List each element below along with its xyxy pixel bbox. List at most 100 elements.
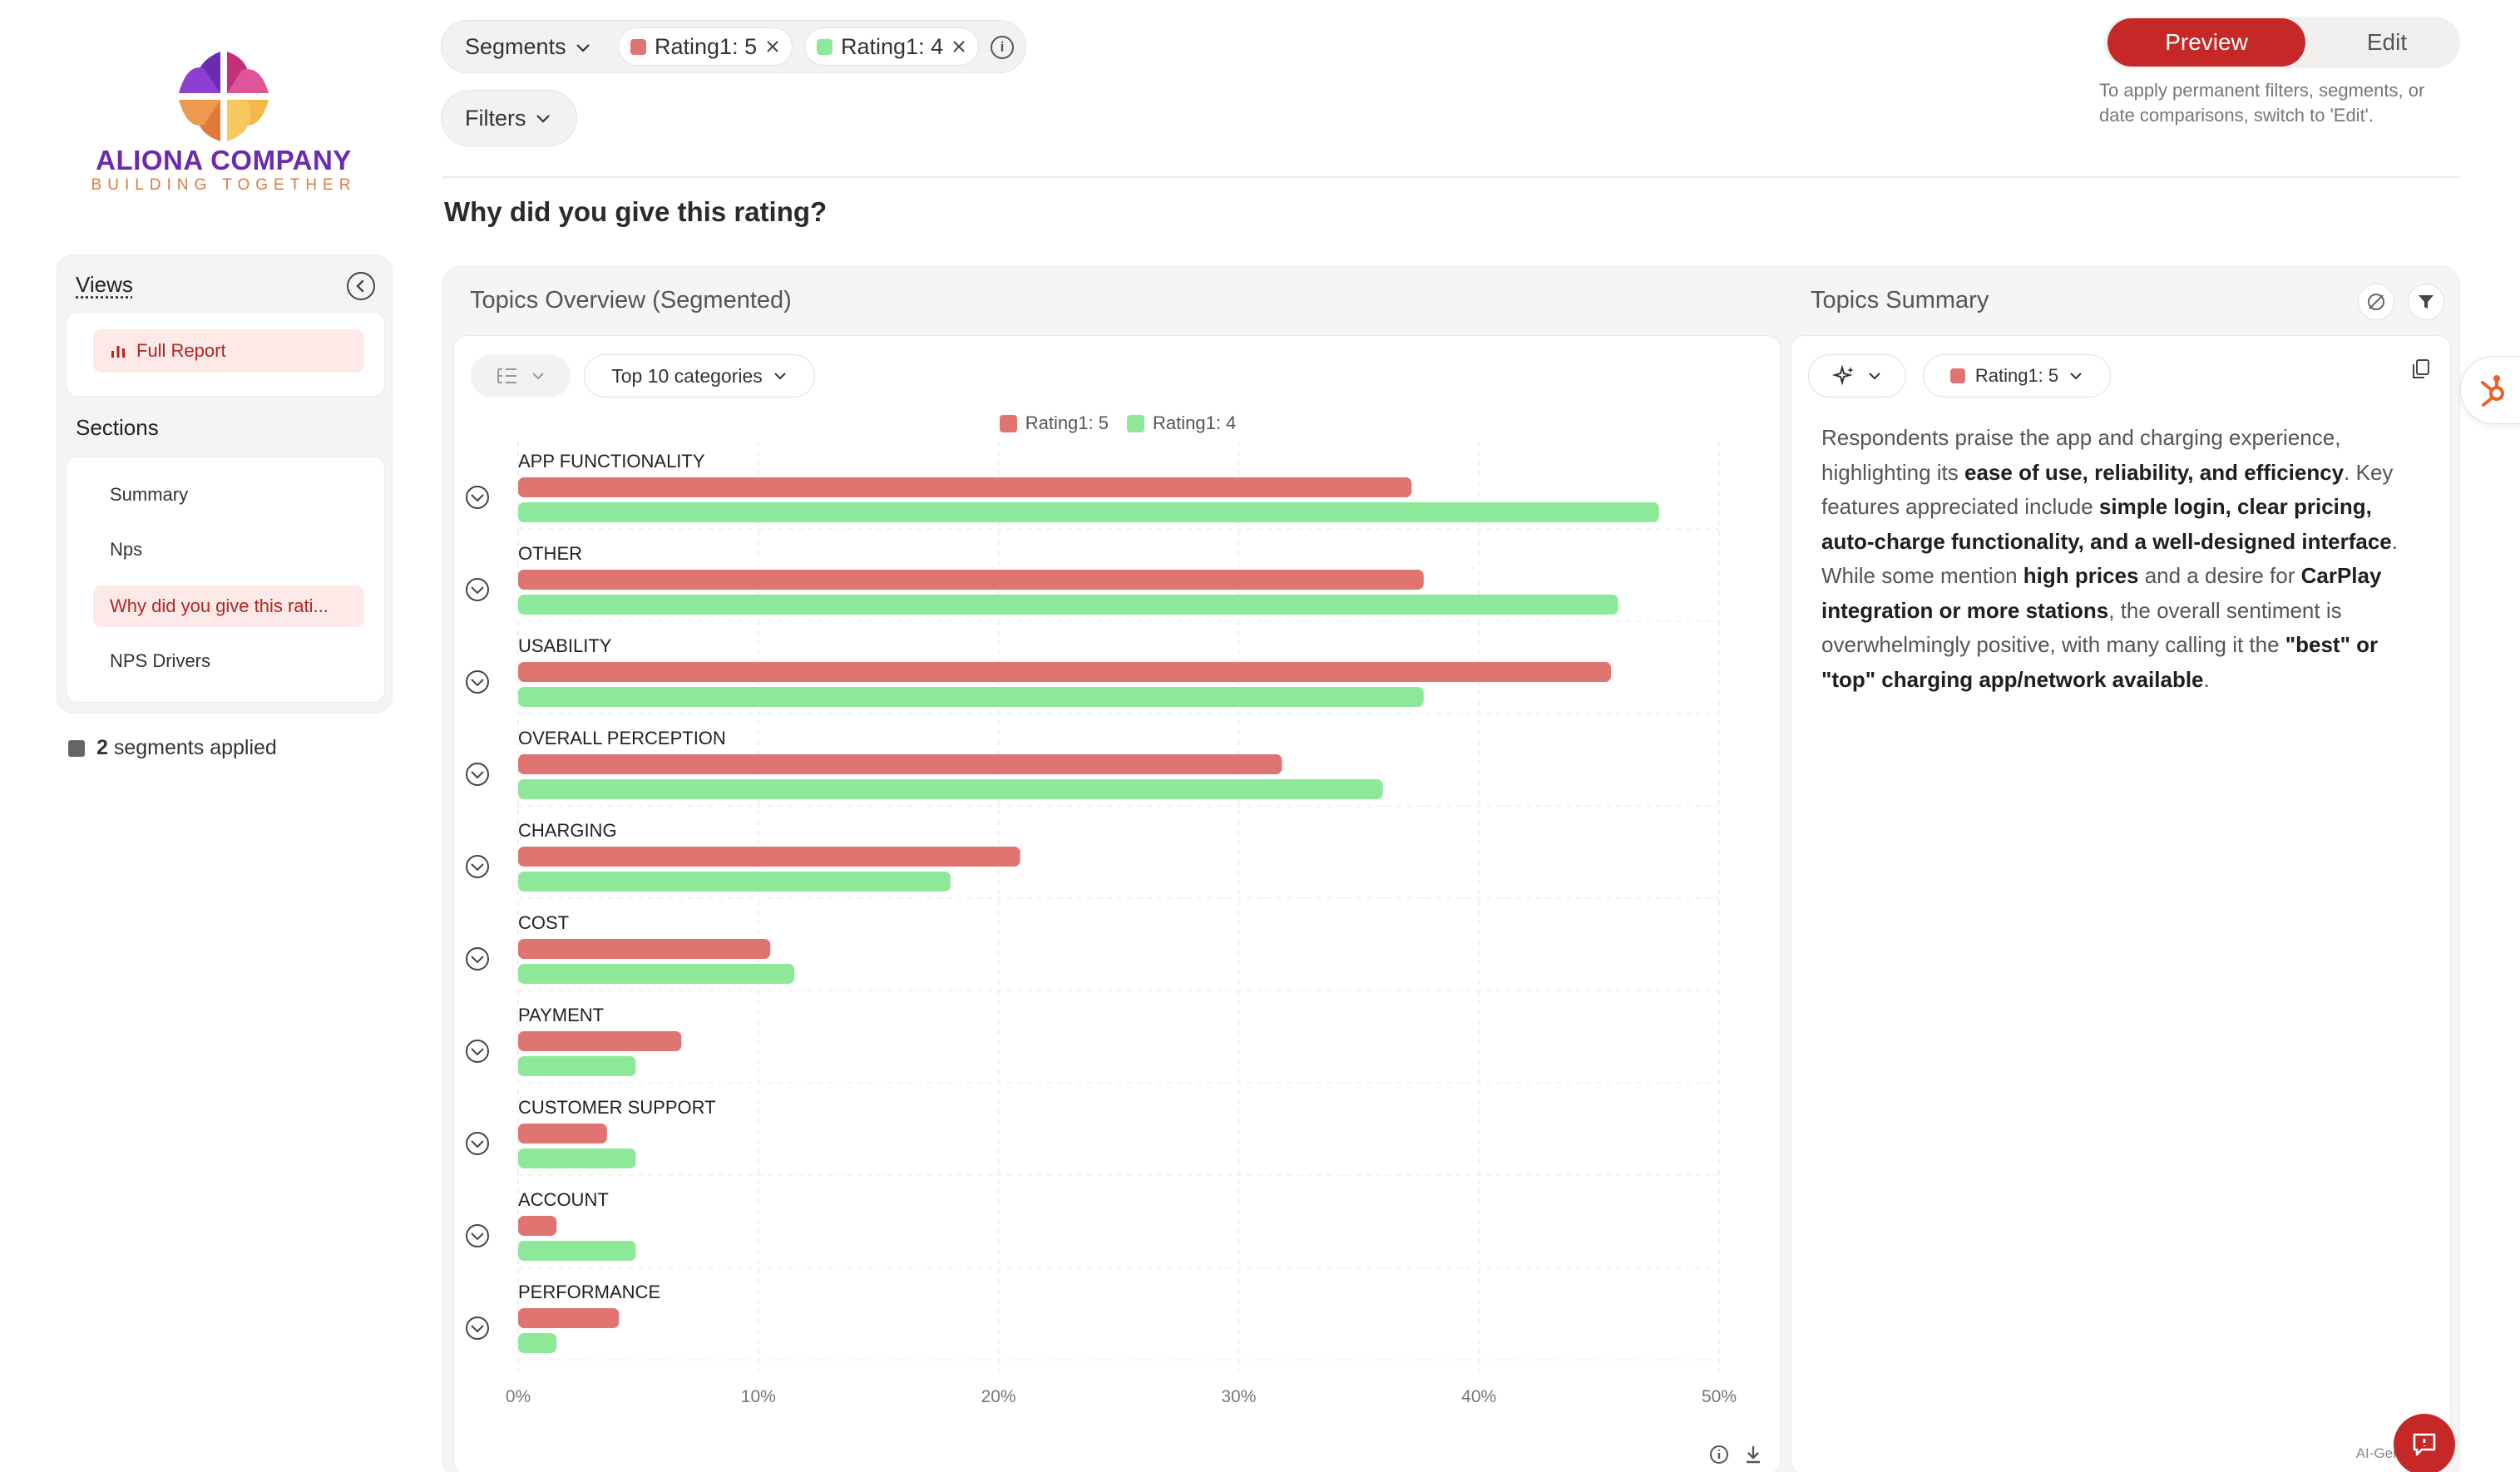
chat-icon bbox=[2413, 1433, 2436, 1456]
views-heading: Views bbox=[76, 272, 133, 297]
bar-rating-4[interactable] bbox=[518, 1148, 636, 1168]
summary-segment-dropdown[interactable]: Rating1: 5 bbox=[1923, 354, 2111, 398]
copy-icon[interactable] bbox=[2410, 358, 2432, 381]
bar-rating-4[interactable] bbox=[518, 872, 951, 892]
x-tick-label: 50% bbox=[1702, 1387, 1737, 1406]
bar-rating-5[interactable] bbox=[518, 570, 1424, 590]
chevron-down-icon bbox=[471, 1232, 484, 1241]
bar-rating-5[interactable] bbox=[518, 1308, 620, 1328]
expand-category-icon[interactable] bbox=[466, 578, 489, 601]
segment-chip-rating-4[interactable]: Rating1: 4 bbox=[804, 27, 980, 66]
segment-square-icon bbox=[68, 739, 85, 757]
topics-summary-title: Topics Summary bbox=[1811, 287, 1989, 314]
chevron-down-icon bbox=[576, 43, 590, 52]
hubspot-integration-tab[interactable] bbox=[2460, 356, 2520, 424]
bar-rating-4[interactable] bbox=[518, 595, 1618, 615]
category-label: COST bbox=[518, 912, 569, 933]
download-icon[interactable] bbox=[1743, 1444, 1763, 1465]
segment-chip-label: Rating1: 5 bbox=[655, 33, 758, 59]
chevron-down-icon bbox=[471, 1325, 484, 1333]
chevron-down-icon bbox=[2070, 373, 2082, 380]
expand-category-icon[interactable] bbox=[466, 763, 489, 786]
summary-fragment: Respondents praise the app and charging … bbox=[1821, 425, 2341, 485]
info-icon[interactable] bbox=[1708, 1444, 1730, 1465]
hide-summary-button[interactable] bbox=[2358, 284, 2394, 320]
segment-color-swatch bbox=[1949, 368, 1965, 383]
company-tagline: BUILDING TOGETHER bbox=[91, 176, 357, 194]
expand-category-icon[interactable] bbox=[466, 855, 489, 878]
chevron-down-icon bbox=[532, 373, 544, 380]
segment-chip-label: Rating1: 4 bbox=[841, 33, 944, 59]
category-count-label: Top 10 categories bbox=[611, 364, 763, 387]
edit-button[interactable]: Edit bbox=[2366, 29, 2408, 55]
bar-rating-4[interactable] bbox=[518, 502, 1659, 522]
bar-rating-5[interactable] bbox=[518, 477, 1412, 497]
expand-category-icon[interactable] bbox=[466, 1132, 489, 1155]
section-item-why-rating[interactable]: Why did you give this rati... bbox=[93, 585, 364, 627]
bar-rating-5[interactable] bbox=[518, 662, 1612, 682]
summary-fragment: and a desire for bbox=[2138, 563, 2301, 588]
summary-filter-button[interactable] bbox=[2408, 284, 2444, 320]
section-item-summary[interactable]: Summary bbox=[110, 484, 189, 505]
company-logo: ALIONA COMPANY BUILDING TOGETHER bbox=[80, 47, 368, 196]
expand-category-icon[interactable] bbox=[466, 486, 489, 509]
chevron-down-icon bbox=[471, 863, 484, 872]
chat-feedback-button[interactable] bbox=[2394, 1414, 2455, 1472]
bar-rating-4[interactable] bbox=[518, 1333, 557, 1353]
info-icon[interactable]: i bbox=[991, 36, 1014, 59]
close-icon[interactable] bbox=[951, 39, 966, 54]
ai-options-dropdown[interactable] bbox=[1808, 354, 1906, 398]
segment-chip-rating-5[interactable]: Rating1: 5 bbox=[618, 27, 793, 66]
segments-bar: Segments Rating1: 5 Rating1: 4 i bbox=[441, 20, 1026, 73]
filters-button[interactable]: Filters bbox=[441, 90, 577, 146]
legend-item[interactable]: Rating1: 5 bbox=[999, 412, 1109, 434]
category-label: PERFORMANCE bbox=[518, 1282, 660, 1302]
expand-category-icon[interactable] bbox=[466, 1224, 489, 1247]
legend-item[interactable]: Rating1: 4 bbox=[1127, 412, 1236, 434]
bar-rating-5[interactable] bbox=[518, 1124, 607, 1144]
topics-overview-title: Topics Overview (Segmented) bbox=[470, 287, 792, 314]
chevron-down-icon bbox=[471, 956, 484, 964]
expand-category-icon[interactable] bbox=[466, 1316, 489, 1340]
bar-rating-4[interactable] bbox=[518, 1056, 636, 1076]
bar-rating-5[interactable] bbox=[518, 847, 1020, 867]
chart-view-toggle[interactable] bbox=[471, 354, 571, 398]
bar-rating-5[interactable] bbox=[518, 1216, 557, 1236]
chevron-down-icon bbox=[536, 115, 550, 123]
section-item-nps[interactable]: Nps bbox=[110, 539, 143, 560]
category-label: OVERALL PERCEPTION bbox=[518, 728, 726, 748]
chart-legend: Rating1: 5 Rating1: 4 bbox=[454, 412, 1781, 434]
bar-rating-5[interactable] bbox=[518, 1031, 682, 1051]
x-tick-label: 10% bbox=[741, 1387, 776, 1406]
summary-highlight: CarPlay integration or more stations bbox=[1821, 563, 2382, 623]
company-name: ALIONA COMPANY bbox=[96, 145, 352, 175]
collapse-sidebar-button[interactable] bbox=[347, 272, 375, 300]
category-count-dropdown[interactable]: Top 10 categories bbox=[584, 354, 815, 398]
summary-fragment: . Key features appreciated include bbox=[1821, 459, 2394, 520]
expand-category-icon[interactable] bbox=[466, 1040, 489, 1063]
summary-segment-label: Rating1: 5 bbox=[1974, 365, 2059, 386]
bar-rating-5[interactable] bbox=[518, 939, 771, 959]
preview-button[interactable]: Preview bbox=[2107, 18, 2305, 67]
bar-rating-5[interactable] bbox=[518, 754, 1282, 774]
chevron-down-icon bbox=[471, 1048, 484, 1056]
expand-category-icon[interactable] bbox=[466, 670, 489, 694]
expand-category-icon[interactable] bbox=[466, 947, 489, 971]
sparkles-icon bbox=[1832, 364, 1854, 386]
close-icon[interactable] bbox=[765, 39, 780, 54]
chevron-down-icon bbox=[471, 771, 484, 779]
section-item-nps-drivers[interactable]: NPS Drivers bbox=[110, 650, 211, 671]
sections-heading: Sections bbox=[76, 415, 159, 440]
logo-mark-icon bbox=[179, 52, 269, 141]
view-item-label: Full Report bbox=[136, 340, 226, 361]
filters-label: Filters bbox=[465, 105, 526, 131]
bar-rating-4[interactable] bbox=[518, 1241, 636, 1261]
segment-color-swatch bbox=[630, 38, 646, 55]
bar-rating-4[interactable] bbox=[518, 964, 795, 984]
bar-rating-4[interactable] bbox=[518, 687, 1424, 707]
x-tick-label: 0% bbox=[506, 1387, 531, 1406]
legend-label: Rating1: 4 bbox=[1153, 412, 1237, 433]
view-item-full-report[interactable]: Full Report bbox=[93, 329, 364, 373]
segments-dropdown[interactable]: Segments bbox=[465, 34, 591, 60]
bar-rating-4[interactable] bbox=[518, 779, 1383, 799]
